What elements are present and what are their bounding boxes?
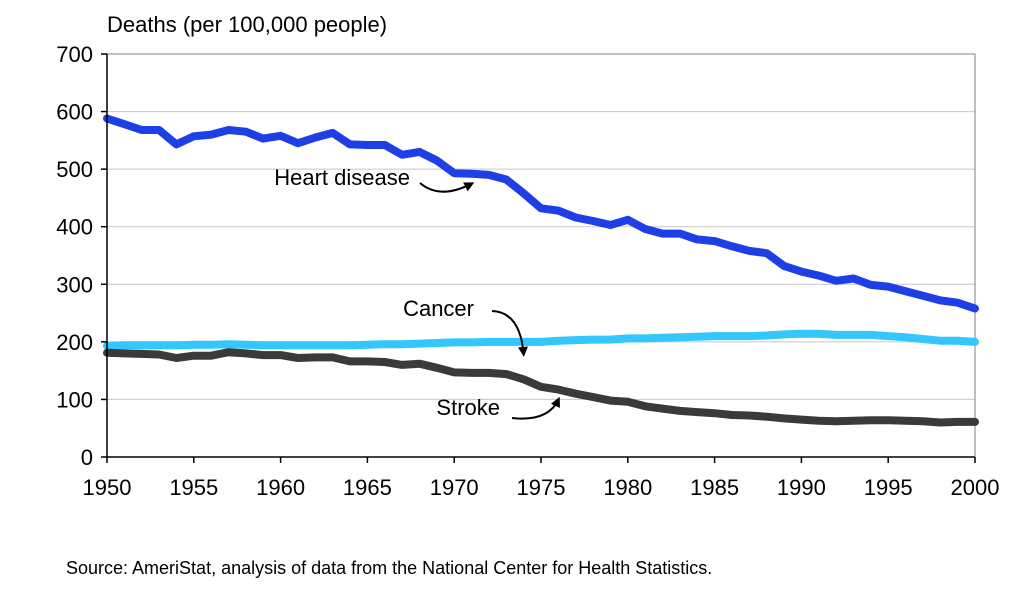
x-tick-label-1995: 1995 <box>864 475 913 500</box>
heart-disease-annotation-label: Heart disease <box>274 165 410 190</box>
cancer-annotation-arrow <box>491 310 528 357</box>
stroke-line <box>103 348 979 427</box>
x-tick-label-1955: 1955 <box>169 475 218 500</box>
x-tick-label-1980: 1980 <box>603 475 652 500</box>
y-tick-label-100: 100 <box>56 387 93 412</box>
plot-area <box>106 53 976 458</box>
series-group <box>103 114 979 427</box>
y-tick-label-400: 400 <box>56 215 93 240</box>
y-axis-ticks: 0 100 200 300 400 500 600 700 <box>56 42 107 470</box>
y-tick-label-300: 300 <box>56 272 93 297</box>
source-note: Source: AmeriStat, analysis of data from… <box>66 558 713 578</box>
heart-disease-annotation-arrow <box>419 182 475 193</box>
cancer-annotation-label: Cancer <box>403 296 474 321</box>
line-chart: 1950 1955 1960 1965 1970 1975 1980 1985 1990 1995… <box>56 12 1000 500</box>
y-tick-label-700: 700 <box>56 42 93 67</box>
x-axis-ticks: 1950 1955 1960 1965 1970 1975 1980 1985 1990 1995… <box>83 457 1000 500</box>
stroke-annotation-arrow <box>511 396 560 420</box>
x-tick-label-2000: 2000 <box>951 475 1000 500</box>
y-tick-label-500: 500 <box>56 157 93 182</box>
y-axis-label: Deaths (per 100,000 people) <box>107 12 387 37</box>
y-tick-label-600: 600 <box>56 100 93 125</box>
x-tick-label-1965: 1965 <box>343 475 392 500</box>
annotations: Heart disease Cancer Stroke <box>274 165 560 420</box>
stroke-annotation-label: Stroke <box>436 395 500 420</box>
cancer-line <box>103 329 979 350</box>
x-tick-label-1960: 1960 <box>256 475 305 500</box>
x-tick-label-1975: 1975 <box>517 475 566 500</box>
heart-disease-line <box>103 114 979 313</box>
x-tick-label-1990: 1990 <box>777 475 826 500</box>
y-tick-label-200: 200 <box>56 330 93 355</box>
x-tick-label-1985: 1985 <box>690 475 739 500</box>
x-tick-label-1950: 1950 <box>83 475 132 500</box>
x-tick-label-1970: 1970 <box>430 475 479 500</box>
y-tick-label-0: 0 <box>81 445 93 470</box>
